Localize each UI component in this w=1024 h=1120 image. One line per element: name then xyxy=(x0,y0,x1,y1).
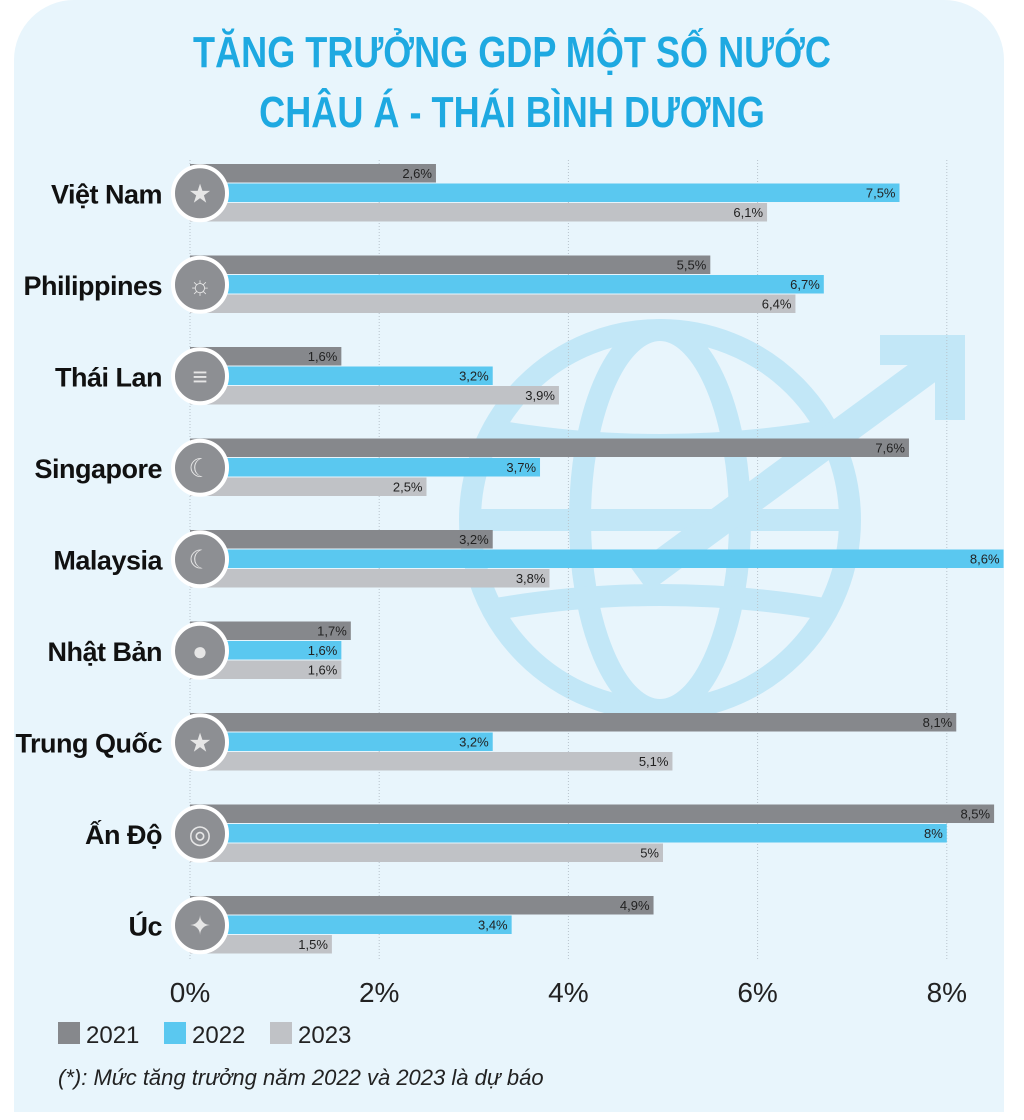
legend-label-2021: 2021 xyxy=(86,1022,139,1049)
flag-icon xyxy=(171,804,229,863)
flag-icon xyxy=(171,621,229,680)
flag-icon xyxy=(171,713,229,772)
bar-2022 xyxy=(190,549,1004,568)
bar-2021 xyxy=(190,164,436,183)
x-tick-label: 8% xyxy=(927,977,967,1008)
flag-emblem-icon: ● xyxy=(192,636,208,666)
country-label: Úc xyxy=(128,910,162,941)
value-label: 1,7% xyxy=(317,624,347,639)
flag-icon xyxy=(171,164,229,223)
bar-2023 xyxy=(190,203,768,222)
bar-2021 xyxy=(190,530,493,549)
value-label: 6,7% xyxy=(790,277,820,292)
bar-2022 xyxy=(190,824,947,843)
value-label: 7,6% xyxy=(875,441,905,456)
flag-emblem-icon: ≡ xyxy=(192,361,207,391)
bar-2022 xyxy=(190,366,493,385)
legend-swatch-2023 xyxy=(270,1022,292,1044)
country-label: Malaysia xyxy=(53,545,163,575)
bar-2023 xyxy=(190,569,550,588)
value-label: 3,8% xyxy=(516,571,546,586)
value-label: 8,6% xyxy=(970,552,1000,567)
bar-2022 xyxy=(190,915,512,934)
bar-2021 xyxy=(190,713,957,732)
country-label: Ấn Độ xyxy=(85,819,162,850)
value-label: 3,2% xyxy=(459,369,489,384)
x-tick-label: 0% xyxy=(170,977,210,1008)
value-label: 2,6% xyxy=(402,166,432,181)
flag-emblem-icon: ◎ xyxy=(189,819,212,849)
bar-2022 xyxy=(190,275,824,294)
flag-icon xyxy=(171,347,229,406)
country-label: Việt Nam xyxy=(51,179,162,209)
value-label: 7,5% xyxy=(866,186,896,201)
country-label: Nhật Bản xyxy=(47,637,162,667)
value-label: 8,5% xyxy=(960,807,990,822)
value-label: 5% xyxy=(640,846,659,861)
flag-icon xyxy=(171,896,229,955)
value-label: 1,6% xyxy=(308,349,338,364)
bar-2022 xyxy=(190,183,900,202)
chart-title-line-1: TĂNG TRƯỞNG GDP MỘT SỐ NƯỚC xyxy=(193,28,831,77)
value-label: 3,7% xyxy=(506,460,536,475)
value-label: 8,1% xyxy=(923,715,953,730)
flag-emblem-icon: ☾ xyxy=(188,453,211,483)
bar-2022 xyxy=(190,732,493,751)
globe-arrow-watermark xyxy=(459,319,965,721)
value-label: 4,9% xyxy=(620,898,650,913)
x-tick-label: 2% xyxy=(359,977,399,1008)
value-label: 1,5% xyxy=(298,937,328,952)
flag-icon xyxy=(171,438,229,497)
value-label: 5,1% xyxy=(639,754,669,769)
flag-emblem-icon: ★ xyxy=(188,178,211,208)
bar-2023 xyxy=(190,477,427,496)
bar-2023 xyxy=(190,843,663,862)
bar-2021 xyxy=(190,438,909,457)
value-label: 6,1% xyxy=(733,205,763,220)
bar-2023 xyxy=(190,935,332,954)
chart-title-line-2: CHÂU Á - THÁI BÌNH DƯƠNG xyxy=(259,88,765,137)
bar-2022 xyxy=(190,458,541,477)
bar-2021 xyxy=(190,621,351,640)
bar-2023 xyxy=(190,660,342,679)
value-label: 3,4% xyxy=(478,918,508,933)
flag-emblem-icon: ✦ xyxy=(189,910,211,940)
flag-icon xyxy=(171,255,229,314)
bar-2021 xyxy=(190,896,654,915)
value-label: 3,2% xyxy=(459,735,489,750)
bar-2023 xyxy=(190,386,559,405)
flag-icon xyxy=(171,530,229,589)
x-tick-label: 6% xyxy=(737,977,777,1008)
bar-2021 xyxy=(190,255,711,274)
bar-2021 xyxy=(190,347,342,366)
country-label: Thái Lan xyxy=(55,362,162,392)
country-label: Singapore xyxy=(34,454,162,484)
footnote: (*): Mức tăng trưởng năm 2022 và 2023 là… xyxy=(58,1065,544,1090)
legend-label-2022: 2022 xyxy=(192,1022,245,1049)
flag-emblem-icon: ☼ xyxy=(188,270,212,300)
value-label: 3,9% xyxy=(525,388,555,403)
bar-2023 xyxy=(190,294,796,313)
value-label: 3,2% xyxy=(459,532,489,547)
legend-swatch-2021 xyxy=(58,1022,80,1044)
value-label: 6,4% xyxy=(762,297,792,312)
country-label: Trung Quốc xyxy=(16,728,163,758)
country-label: Philippines xyxy=(23,271,162,301)
value-label: 5,5% xyxy=(677,258,707,273)
value-label: 1,6% xyxy=(308,663,338,678)
legend-label-2023: 2023 xyxy=(298,1022,351,1049)
flag-emblem-icon: ★ xyxy=(188,727,211,757)
x-tick-label: 4% xyxy=(548,977,588,1008)
value-label: 1,6% xyxy=(308,643,338,658)
bar-2021 xyxy=(190,804,995,823)
value-label: 8% xyxy=(924,826,943,841)
value-label: 2,5% xyxy=(393,480,423,495)
bar-2023 xyxy=(190,752,673,771)
legend-swatch-2022 xyxy=(164,1022,186,1044)
flag-emblem-icon: ☾ xyxy=(188,544,211,574)
